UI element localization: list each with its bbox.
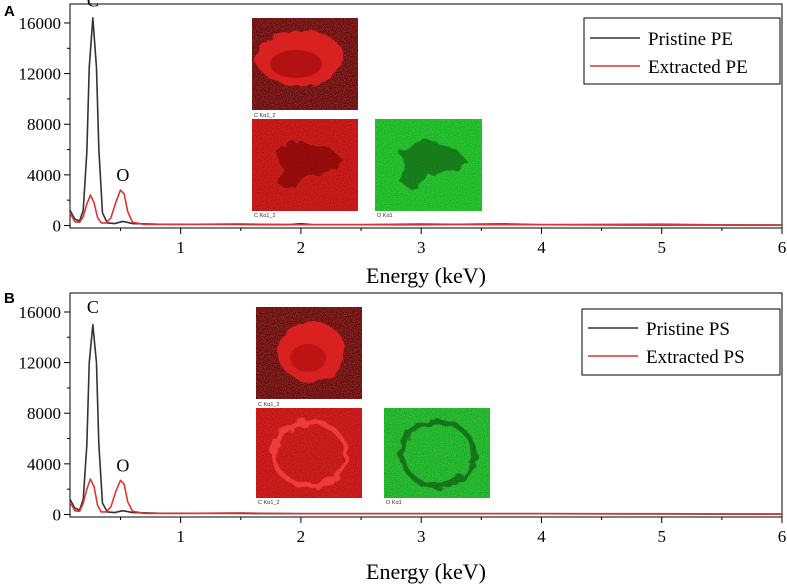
inset-a-carbon-particle: C Kα1_2: [252, 18, 358, 119]
x-tick-label-1: 1: [176, 238, 185, 257]
y-tick-label-16000: 16000: [19, 14, 62, 33]
panel-b-x-label: Energy (keV): [366, 559, 486, 584]
inset-b-caption-3: O Kα1: [386, 500, 402, 506]
inset-b-carbon-map: C Kα1_2: [256, 408, 362, 506]
y-tick-label-8000: 8000: [27, 404, 61, 423]
y-tick-label-4000: 4000: [27, 455, 61, 474]
panel-a-annotations: CO: [87, 0, 130, 185]
inset-b-oxygen-map-ring: [399, 419, 477, 489]
legend-label-pristine-pe: Pristine PE: [648, 29, 733, 50]
panel-b-label: B: [4, 290, 15, 307]
inset-a-caption-2: C Kα1_2: [254, 213, 276, 219]
inset-b-carbon-particle: C Kα1_2: [256, 307, 362, 408]
x-tick-label-4: 4: [537, 238, 546, 257]
x-tick-label-3: 3: [417, 527, 426, 546]
panel-a-label: A: [4, 3, 15, 20]
panel-b-series: [69, 323, 783, 515]
y-tick-label-12000: 12000: [19, 354, 62, 373]
panel-b-legend: Pristine PS Extracted PS: [581, 308, 781, 376]
legend-label-pristine-ps: Pristine PS: [646, 319, 730, 340]
y-tick-label-0: 0: [53, 505, 62, 524]
y-tick-label-16000: 16000: [19, 303, 62, 322]
y-tick-label-8000: 8000: [27, 115, 61, 134]
legend-label-extracted-pe: Extracted PE: [648, 57, 748, 78]
inset-b-caption-2: C Kα1_2: [258, 500, 280, 506]
panel-b-x-axis: 1 2 3 4 5 6: [120, 517, 787, 546]
inset-a-caption-3: O Kα1: [377, 213, 393, 219]
y-tick-label-0: 0: [53, 216, 62, 235]
peak-label-o: O: [116, 455, 129, 475]
inset-b-caption-1: C Kα1_2: [258, 402, 280, 408]
x-tick-label-6: 6: [778, 238, 787, 257]
y-tick-label-4000: 4000: [27, 166, 61, 185]
x-tick-label-3: 3: [417, 238, 426, 257]
panel-a-x-axis: 1 2 3 4 5 6: [120, 228, 787, 257]
inset-b-particle-shadow: [290, 344, 326, 372]
panel-b-legend-box: [581, 308, 781, 376]
panel-a-series: [69, 17, 783, 226]
inset-b-oxygen-map: O Kα1: [384, 408, 490, 506]
panel-b-annotations: CO: [87, 297, 130, 475]
series-line-extracted-ps: [69, 478, 783, 515]
inset-a-carbon-map-shadow: [275, 140, 345, 190]
x-tick-label-2: 2: [297, 238, 306, 257]
panel-b-y-axis: 0 4000 8000 12000 16000: [19, 303, 70, 524]
panel-a-y-axis: 0 4000 8000 12000 16000: [19, 14, 70, 235]
x-tick-label-4: 4: [537, 527, 546, 546]
inset-a-carbon-map: C Kα1_2: [252, 119, 358, 219]
series-line-extracted-pe: [69, 189, 783, 226]
y-tick-label-12000: 12000: [19, 65, 62, 84]
inset-a-particle-shadow: [270, 50, 322, 78]
inset-a-caption-1: C Kα1_2: [254, 113, 276, 119]
x-tick-label-6: 6: [778, 527, 787, 546]
panel-a-insets: C Kα1_2 C Kα1_2 O Kα1: [252, 18, 482, 219]
inset-b-carbon-map-ring: [271, 419, 349, 489]
peak-label-o: O: [116, 165, 129, 185]
x-tick-label-2: 2: [297, 527, 306, 546]
panel-a-legend: Pristine PE Extracted PE: [583, 17, 781, 85]
peak-label-c: C: [87, 297, 99, 317]
panel-a-legend-box: [583, 17, 781, 85]
inset-a-oxygen-map: O Kα1: [375, 119, 482, 219]
panel-b-insets: C Kα1_2 C Kα1_2 O Kα1: [256, 307, 490, 506]
inset-a-oxygen-map-shadow: [398, 140, 468, 190]
panel-a-x-label: Energy (keV): [366, 263, 486, 288]
x-tick-label-5: 5: [657, 527, 666, 546]
legend-label-extracted-ps: Extracted PS: [646, 347, 745, 368]
peak-label-c: C: [87, 0, 99, 11]
x-tick-label-1: 1: [176, 527, 185, 546]
x-tick-label-5: 5: [657, 238, 666, 257]
